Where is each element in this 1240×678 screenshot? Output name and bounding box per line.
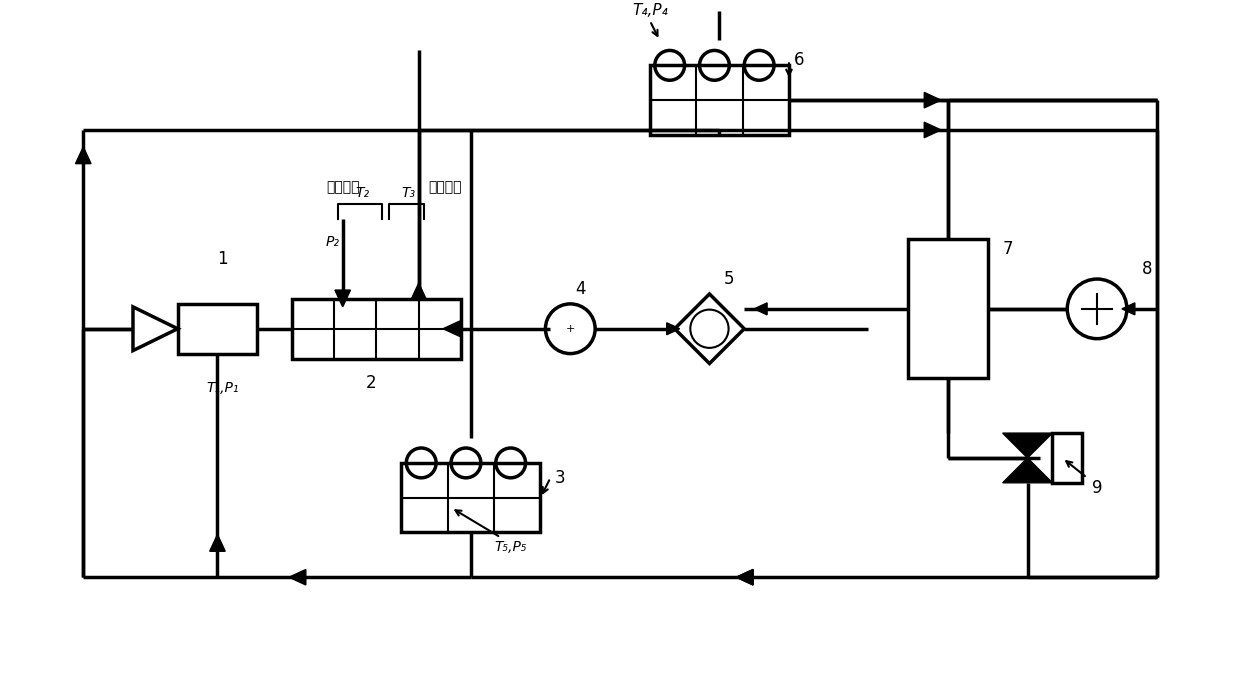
Text: T₂: T₂ <box>356 186 370 199</box>
Bar <box>1053 433 1083 483</box>
Text: +: + <box>565 323 575 334</box>
Text: 5: 5 <box>724 270 734 288</box>
Bar <box>177 304 257 354</box>
Text: 7: 7 <box>1002 240 1013 258</box>
Text: 3: 3 <box>556 468 565 487</box>
Bar <box>291 299 461 359</box>
Polygon shape <box>924 92 941 108</box>
Polygon shape <box>335 290 351 307</box>
Polygon shape <box>737 570 753 585</box>
Text: 尾气出口: 尾气出口 <box>429 180 463 195</box>
Text: 2: 2 <box>366 374 377 393</box>
Polygon shape <box>754 303 768 315</box>
Text: T₁,P₁: T₁,P₁ <box>206 381 238 395</box>
Polygon shape <box>667 323 680 335</box>
Polygon shape <box>737 570 753 585</box>
Polygon shape <box>1122 303 1135 315</box>
Text: T₃: T₃ <box>402 186 415 199</box>
Text: 4: 4 <box>575 280 585 298</box>
Text: 1: 1 <box>217 250 228 268</box>
Text: 8: 8 <box>1142 260 1152 278</box>
Bar <box>650 65 789 135</box>
Text: 6: 6 <box>794 52 805 69</box>
Polygon shape <box>443 321 460 336</box>
Text: 尾气入口: 尾气入口 <box>326 180 360 195</box>
Polygon shape <box>76 147 91 163</box>
Polygon shape <box>924 122 941 138</box>
Text: T₅,P₅: T₅,P₅ <box>495 540 527 555</box>
Bar <box>908 239 988 378</box>
Text: P₂: P₂ <box>326 235 340 250</box>
Polygon shape <box>1003 433 1053 458</box>
Polygon shape <box>210 534 226 551</box>
Text: 9: 9 <box>1092 479 1102 497</box>
Bar <box>402 463 541 532</box>
Text: T₄,P₄: T₄,P₄ <box>632 3 667 18</box>
Polygon shape <box>410 283 427 300</box>
Polygon shape <box>1003 458 1053 483</box>
Polygon shape <box>289 570 306 585</box>
